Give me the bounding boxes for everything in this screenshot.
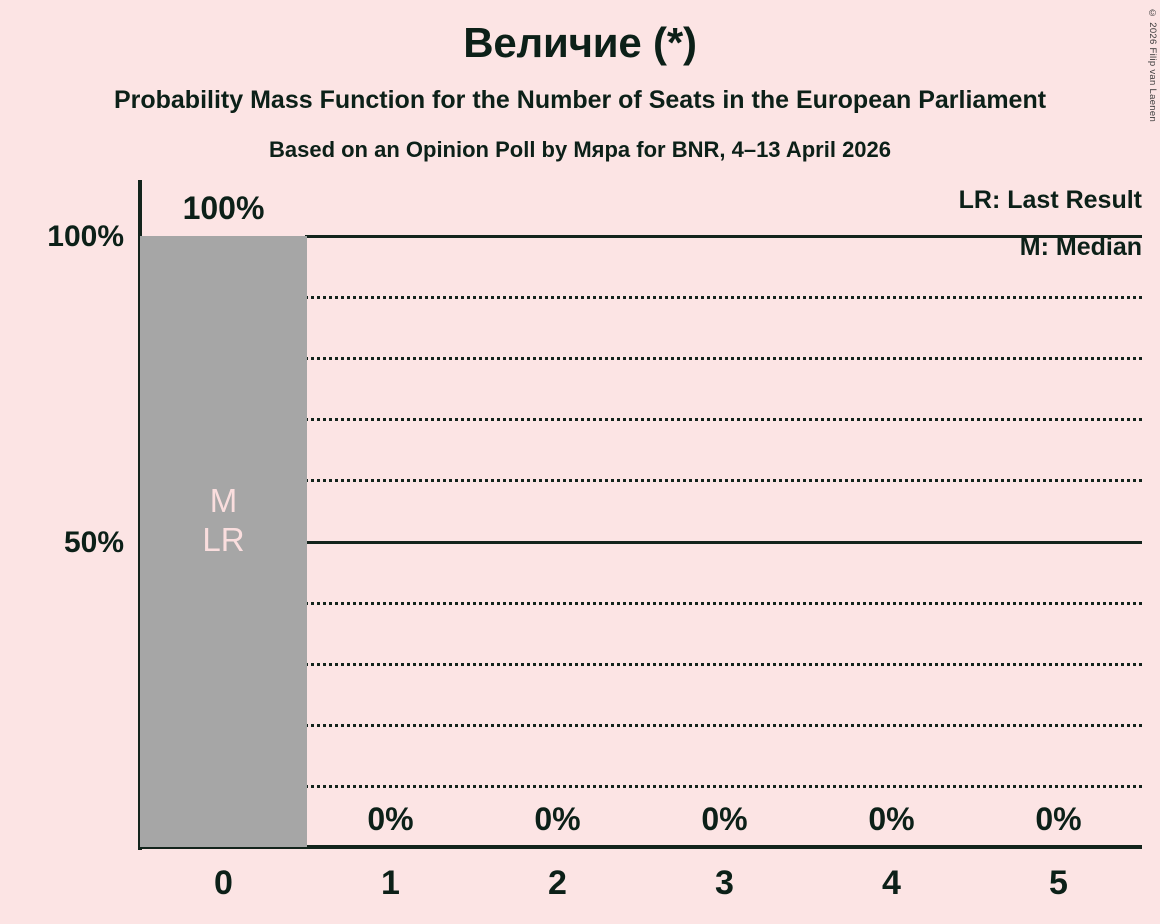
- bar-slot-4[interactable]: 0%: [808, 180, 975, 847]
- gridline-30: [305, 662, 1142, 666]
- bar-markers-0: M LR: [140, 482, 307, 560]
- gridline-90: [305, 296, 1142, 300]
- gridline-80: [305, 357, 1142, 361]
- copyright-notice: © 2026 Filip van Laenen: [1147, 8, 1158, 123]
- bar-value-label-4: 0%: [868, 801, 915, 837]
- chart-subtitle: Probability Mass Function for the Number…: [113, 86, 1047, 114]
- bar-value-label-3: 0%: [701, 801, 748, 837]
- chart-source-line: Based on an Opinion Poll by Мяра for BNR…: [268, 137, 892, 162]
- y-tick-label-100: 100%: [47, 220, 124, 253]
- gridline-60: [305, 479, 1142, 483]
- gridline-40: [305, 601, 1142, 605]
- gridline-20: [305, 723, 1142, 727]
- marker-last-result: LR: [202, 521, 245, 559]
- gridline-50: [305, 540, 1142, 544]
- bar-value-label-2: 0%: [534, 801, 581, 837]
- marker-median: M: [209, 482, 238, 520]
- gridline-100: [305, 235, 1142, 238]
- legend-median: M: Median: [1019, 233, 1142, 261]
- x-tick-label-3: 3: [715, 864, 734, 902]
- bar-slot-3[interactable]: 0%: [641, 180, 808, 847]
- bar-value-label-1: 0%: [367, 801, 414, 837]
- gridline-70: [305, 418, 1142, 422]
- bar-value-label-5: 0%: [1035, 801, 1082, 837]
- bars-layer: 100% M LR 0% 0% 0% 0% 0%: [140, 180, 1142, 847]
- bar-slot-1[interactable]: 0%: [307, 180, 474, 847]
- bar-0[interactable]: [140, 236, 307, 847]
- x-tick-label-1: 1: [381, 864, 400, 902]
- bar-slot-2[interactable]: 0%: [474, 180, 641, 847]
- bar-slot-0[interactable]: 100% M LR: [140, 180, 307, 847]
- x-axis-line: [138, 845, 1142, 849]
- x-tick-label-2: 2: [548, 864, 567, 902]
- x-tick-label-5: 5: [1049, 864, 1068, 902]
- bar-slot-5[interactable]: 0%: [975, 180, 1142, 847]
- legend-last-result: LR: Last Result: [958, 186, 1142, 214]
- bar-value-label-0: 100%: [182, 190, 265, 226]
- x-tick-label-0: 0: [214, 864, 233, 902]
- y-tick-label-50: 50%: [63, 526, 124, 559]
- x-tick-label-4: 4: [882, 864, 901, 902]
- gridline-10: [305, 784, 1142, 788]
- chart-title: Величие (*): [463, 19, 697, 66]
